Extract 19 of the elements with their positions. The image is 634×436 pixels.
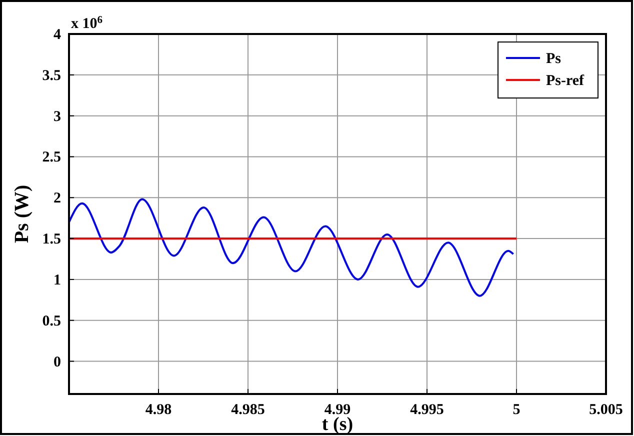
x-tick-label: 5: [512, 402, 520, 418]
x-tick-label: 4.98: [145, 402, 172, 418]
line-series: [69, 198, 514, 297]
y-tick-label: 3.5: [42, 68, 61, 84]
y-tick-label: 2: [54, 190, 61, 207]
y-tick-label: 1: [54, 272, 61, 288]
y-tick-label: 1.5: [42, 232, 61, 248]
legend-label: Ps: [546, 51, 562, 67]
x-tick-label: 5.005: [589, 402, 623, 418]
x-tick-label: 4.995: [410, 402, 444, 418]
y-tick-label: 4: [54, 27, 62, 43]
legend-label: Ps-ref: [546, 73, 586, 89]
y-tick-label: 0: [54, 354, 61, 370]
y-tick-label: 3: [54, 108, 61, 125]
x-tick-label: 4.985: [231, 402, 265, 418]
text: x 10$^{6}$: [71, 14, 102, 32]
y-axis-title: Ps (W): [11, 184, 33, 244]
y-tick-label: 2.5: [42, 150, 61, 166]
y-tick-label: 0.5: [42, 313, 61, 330]
